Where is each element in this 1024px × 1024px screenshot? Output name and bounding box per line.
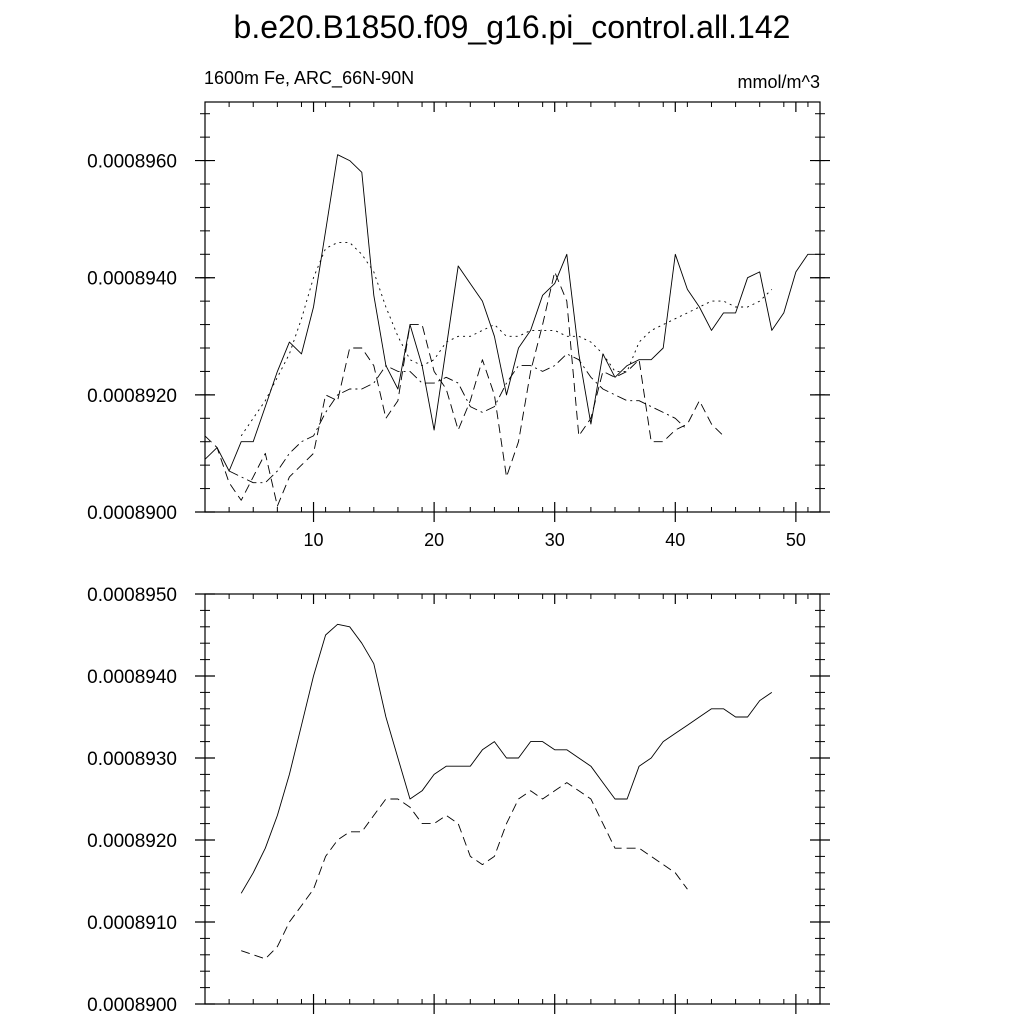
chart-subtitle-right: mmol/m^3 — [738, 72, 820, 92]
top-y-tick-label: 0.0008940 — [87, 269, 177, 290]
chart-title: b.e20.B1850.f09_g16.pi_control.all.142 — [234, 9, 791, 45]
bottom-y-tick-label: 0.0008910 — [87, 913, 177, 934]
bottom-y-tick-label: 0.0008920 — [87, 831, 177, 852]
bottom-plot-frame — [204, 593, 821, 1005]
top-series-dotted-line — [240, 242, 773, 437]
top-x-tick-label: 20 — [424, 530, 444, 550]
top-x-tick-label: 30 — [545, 530, 565, 550]
bottom-series-solid-line — [240, 623, 773, 894]
chart-subtitle-left: 1600m Fe, ARC_66N-90N — [204, 68, 414, 89]
bottom-y-tick-label: 0.0008940 — [87, 667, 177, 688]
bottom-series-dashed-line — [241, 782, 688, 960]
top-x-tick-label: 10 — [304, 530, 324, 550]
top-x-tick-label: 40 — [665, 530, 685, 550]
top-y-tick-label: 0.0008900 — [87, 503, 177, 524]
bottom-y-tick-label: 0.0008930 — [87, 749, 177, 770]
top-series-solid-line — [204, 154, 820, 472]
top-plot-frame — [204, 101, 821, 513]
top-series-dashed-line — [204, 271, 724, 507]
bottom-y-tick-label: 0.0008900 — [87, 995, 177, 1016]
bottom-y-tick-label: 0.0008950 — [87, 585, 177, 606]
top-y-tick-label: 0.0008960 — [87, 152, 177, 173]
top-x-tick-label: 50 — [786, 530, 806, 550]
bottom-panel: 0.0008900 0.0008910 0.0008920 0.0008930 0.00… — [87, 585, 830, 1016]
top-panel: 10 20 30 40 50 0.0008900 0.0008920 0.0008940 0.0… — [87, 101, 830, 550]
top-y-tick-label: 0.0008920 — [87, 386, 177, 407]
